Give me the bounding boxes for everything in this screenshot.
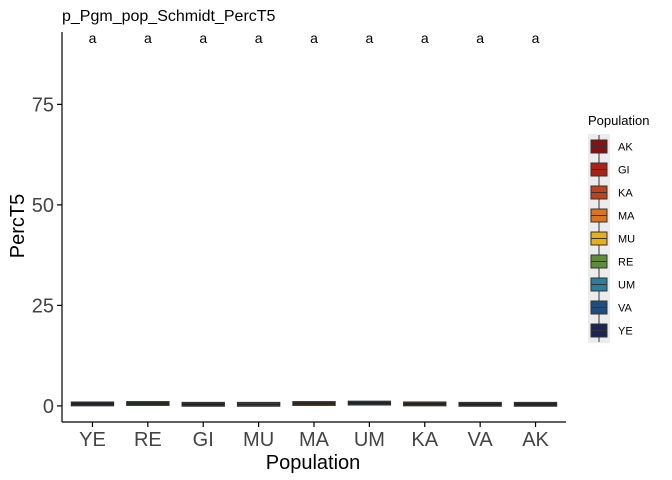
y-tick-label: 0	[43, 396, 54, 418]
significance-letter: a	[365, 30, 373, 46]
significance-letter: a	[532, 30, 540, 46]
legend: Population AK GI KA MA MU RE UM VA YE	[588, 113, 649, 343]
y-axis-title: PercT5	[7, 194, 29, 258]
plot-area: 0 25 50 75 YE RE GI MU MA UM KA VA AK a a a a a a a a a	[32, 30, 566, 451]
legend-title: Population	[588, 113, 649, 128]
x-tick-label: VA	[468, 429, 494, 451]
x-tick-label: KA	[411, 429, 438, 451]
x-tick-label: AK	[522, 429, 549, 451]
legend-items: AK GI KA MA MU RE UM VA YE	[588, 134, 635, 343]
significance-letter: a	[255, 30, 263, 46]
y-tick-label: 25	[32, 295, 54, 317]
x-axis-title: Population	[266, 452, 361, 474]
legend-label: YE	[618, 326, 633, 338]
legend-label: GI	[618, 165, 630, 177]
x-tick-label: UM	[354, 429, 385, 451]
y-ticks: 0 25 50 75	[32, 94, 62, 418]
x-tick-label: YE	[79, 429, 106, 451]
boxplots	[70, 400, 558, 407]
significance-letter: a	[421, 30, 429, 46]
chart-title: p_Pgm_pop_Schmidt_PercT5	[62, 8, 276, 25]
x-tick-label: GI	[193, 429, 214, 451]
y-tick-label: 75	[32, 94, 54, 116]
x-ticks: YE RE GI MU MA UM KA VA AK	[79, 422, 550, 451]
legend-label: AK	[618, 142, 633, 154]
legend-label: RE	[618, 257, 633, 269]
legend-label: KA	[618, 188, 633, 200]
significance-letter: a	[310, 30, 318, 46]
legend-label: VA	[618, 303, 633, 315]
x-tick-label: RE	[134, 429, 162, 451]
significance-letter: a	[476, 30, 484, 46]
legend-label: UM	[618, 280, 635, 292]
x-tick-label: MU	[243, 429, 274, 451]
y-tick-label: 50	[32, 195, 54, 217]
significance-letter: a	[199, 30, 207, 46]
x-tick-label: MA	[299, 429, 330, 451]
significance-letter: a	[89, 30, 97, 46]
legend-label: MU	[618, 234, 635, 246]
significance-letter: a	[144, 30, 152, 46]
legend-label: MA	[618, 211, 635, 223]
